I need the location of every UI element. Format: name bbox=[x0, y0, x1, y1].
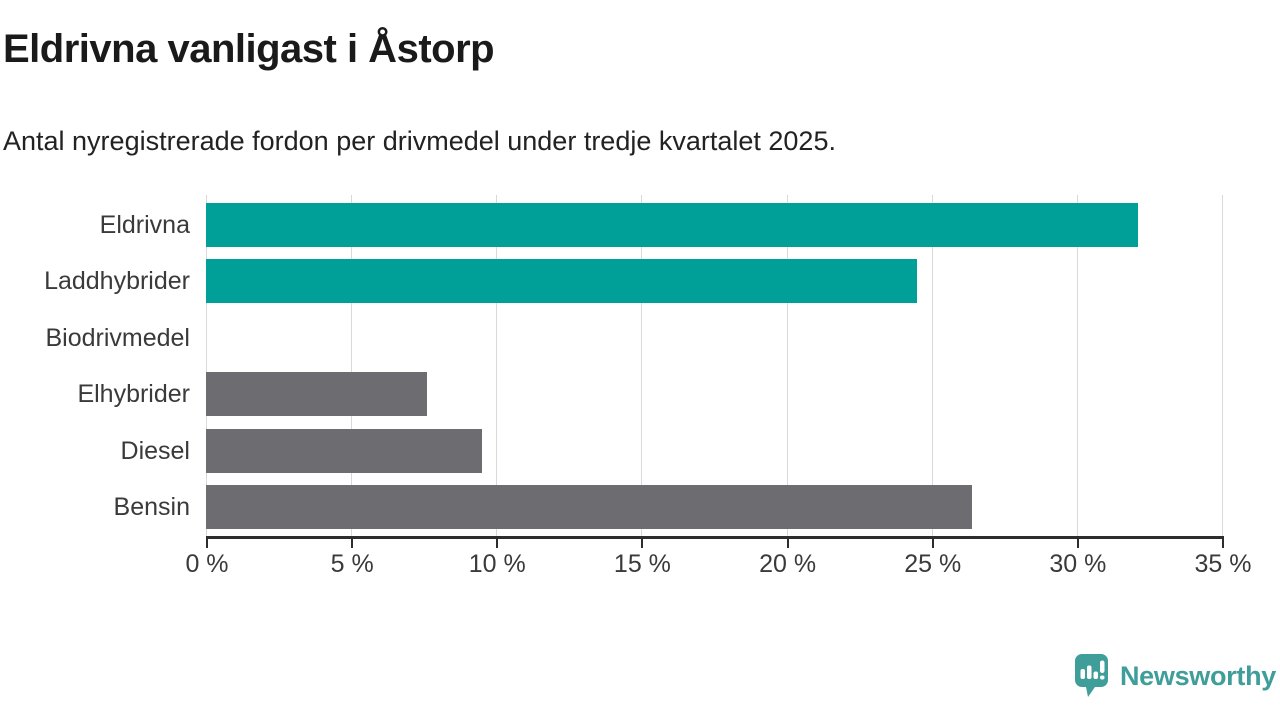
x-axis-tick-label-10: 10 % bbox=[468, 550, 526, 578]
bar-laddhybrider bbox=[206, 259, 918, 303]
chart-title: Eldrivna vanligast i Åstorp bbox=[3, 27, 495, 71]
category-label-elhybrider: Elhybrider bbox=[77, 380, 190, 408]
category-label-bensin: Bensin bbox=[113, 493, 190, 521]
x-axis-tick-label-20: 20 % bbox=[759, 550, 817, 578]
bar-elhybrider bbox=[206, 372, 427, 416]
gridline-0 bbox=[206, 195, 207, 536]
bar-bensin bbox=[206, 485, 973, 529]
gridline-20 bbox=[786, 195, 788, 536]
chart-subtitle: Antal nyregistrerade fordon per drivmede… bbox=[3, 126, 836, 156]
newsworthy-logo-icon bbox=[1074, 653, 1108, 697]
x-axis-tick-label-5: 5 % bbox=[330, 550, 374, 578]
gridline-25 bbox=[931, 195, 933, 536]
gridline-30 bbox=[1076, 195, 1078, 536]
brand-footer: Newsworthy bbox=[1074, 651, 1276, 701]
x-axis-tick-5 bbox=[351, 539, 354, 548]
bar-eldrivna bbox=[206, 202, 1138, 247]
x-axis-tick-15 bbox=[641, 539, 644, 548]
gridline-10 bbox=[496, 195, 498, 536]
x-axis-tick-30 bbox=[1076, 539, 1079, 548]
category-label-laddhybrider: Laddhybrider bbox=[44, 267, 190, 295]
category-label-biodrivmedel: Biodrivmedel bbox=[45, 323, 190, 352]
x-axis-tick-35 bbox=[1222, 539, 1224, 548]
gridline-35 bbox=[1222, 195, 1223, 536]
x-axis-tick-10 bbox=[496, 539, 499, 548]
category-label-eldrivna: Eldrivna bbox=[99, 210, 190, 239]
x-axis-tick-20 bbox=[786, 539, 789, 548]
x-axis-tick-label-0: 0 % bbox=[185, 550, 229, 578]
category-label-diesel: Diesel bbox=[120, 436, 190, 465]
x-axis-tick-label-30: 30 % bbox=[1049, 550, 1107, 578]
gridline-15 bbox=[641, 195, 643, 536]
gridline-5 bbox=[351, 195, 353, 536]
bar-diesel bbox=[206, 428, 482, 473]
x-axis-tick-25 bbox=[931, 539, 934, 548]
x-axis-tick-0 bbox=[206, 539, 208, 548]
x-axis-line bbox=[206, 536, 1224, 539]
x-axis-tick-label-15: 15 % bbox=[613, 550, 671, 578]
x-axis-tick-label-35: 35 % bbox=[1194, 550, 1252, 578]
brand-name: Newsworthy bbox=[1119, 660, 1276, 691]
x-axis-tick-label-25: 25 % bbox=[904, 550, 962, 578]
